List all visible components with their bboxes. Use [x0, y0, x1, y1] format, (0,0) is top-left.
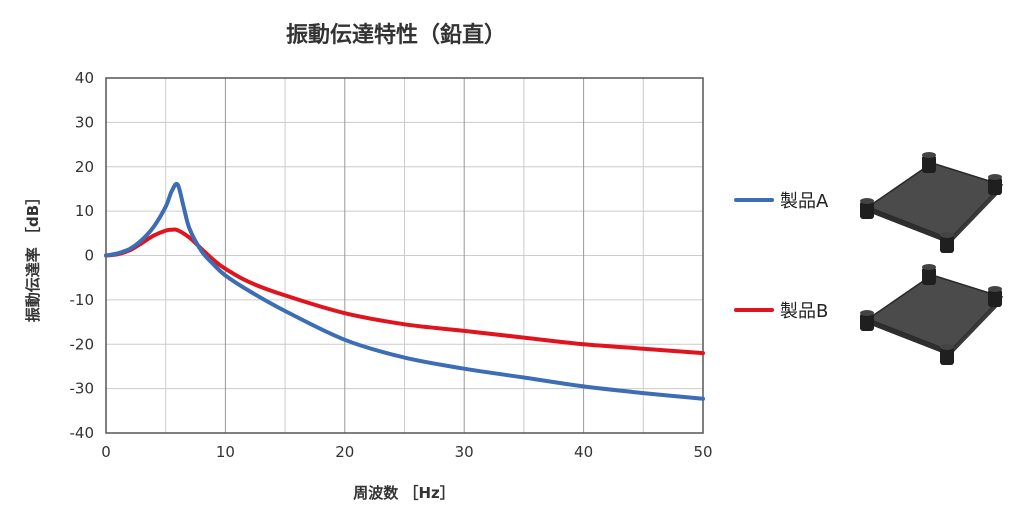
grid: [105, 77, 704, 434]
x-tick-label: 30: [455, 443, 474, 461]
chart-title: 振動伝達特性（鉛直）: [286, 22, 506, 48]
x-tick-label: 50: [693, 443, 712, 461]
legend-label: 製品B: [780, 301, 828, 322]
y-tick-label: -40: [70, 424, 95, 442]
product-a-image: [860, 152, 1004, 253]
y-tick-label: 40: [75, 69, 94, 87]
series-line-b: [104, 227, 705, 356]
y-tick-label: 10: [75, 202, 94, 220]
x-tick-labels: 0 10 20 30 40 50: [101, 443, 712, 461]
x-axis-label: 周波数 ［Hz］: [353, 484, 455, 502]
legend: 製品A 製品B: [734, 191, 829, 322]
y-tick-label: -30: [70, 380, 95, 398]
legend-label: 製品A: [780, 191, 829, 212]
x-tick-label: 0: [101, 443, 111, 461]
y-tick-label: -10: [70, 291, 95, 309]
x-tick-label: 10: [216, 443, 235, 461]
y-axis-label: 振動伝達率 ［dB］: [24, 190, 42, 322]
y-tick-label: 30: [75, 113, 94, 131]
y-tick-label: 20: [75, 158, 94, 176]
product-b-image: [860, 264, 1004, 365]
y-tick-labels: 40 30 20 10 0 -10 -20 -30 -40: [70, 69, 95, 442]
series-line-a: [104, 181, 705, 401]
y-tick-label: -20: [70, 335, 95, 353]
x-tick-label: 20: [335, 443, 354, 461]
series-lines: [104, 181, 705, 401]
y-tick-label: 0: [84, 247, 94, 265]
product-pictures: [860, 152, 1004, 365]
x-tick-label: 40: [574, 443, 593, 461]
